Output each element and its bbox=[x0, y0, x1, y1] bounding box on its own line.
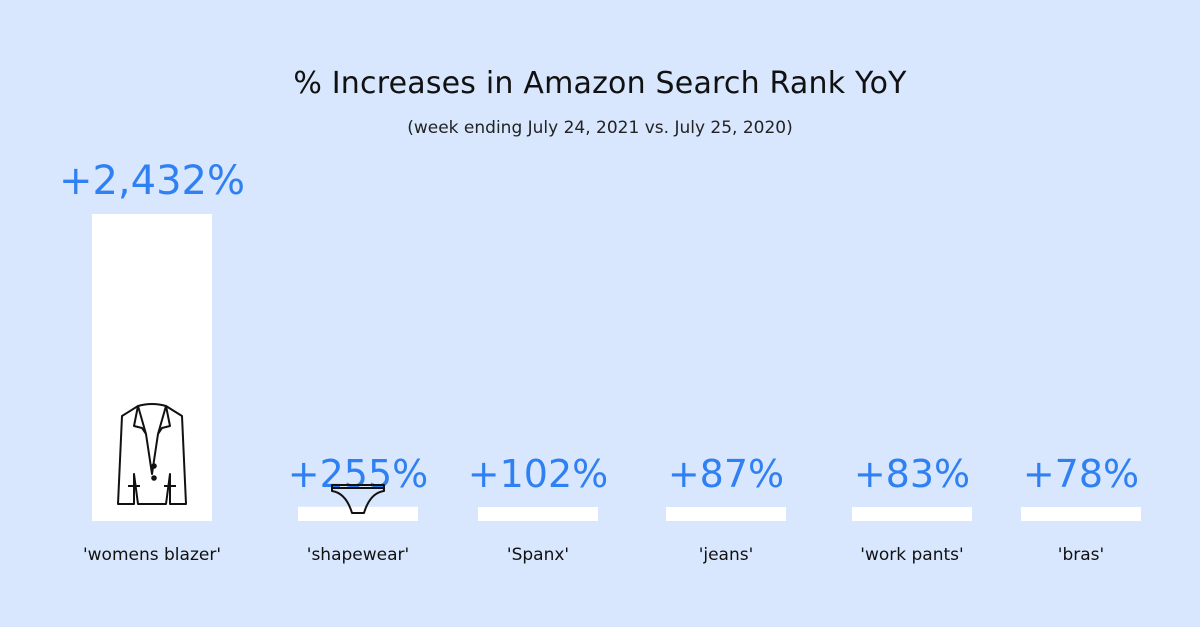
blazer-icon bbox=[117, 403, 187, 505]
category-label-2: 'Spanx' bbox=[507, 545, 569, 565]
category-label-1: 'shapewear' bbox=[307, 545, 409, 565]
value-label-2: +102% bbox=[468, 452, 608, 496]
shapewear-icon bbox=[331, 484, 385, 514]
bar-3 bbox=[666, 507, 786, 521]
bar-5 bbox=[1021, 507, 1141, 521]
category-label-3: 'jeans' bbox=[699, 545, 754, 565]
value-label-3: +87% bbox=[668, 452, 784, 496]
chart-title: % Increases in Amazon Search Rank YoY bbox=[293, 66, 907, 101]
category-label-4: 'work pants' bbox=[860, 545, 963, 565]
value-label-1: +255% bbox=[288, 452, 428, 496]
value-label-0: +2,432% bbox=[59, 158, 245, 204]
chart-subtitle: (week ending July 24, 2021 vs. July 25, … bbox=[407, 118, 793, 138]
bar-4 bbox=[852, 507, 972, 521]
value-label-5: +78% bbox=[1023, 452, 1139, 496]
bar-2 bbox=[478, 507, 598, 521]
category-label-0: 'womens blazer' bbox=[83, 545, 221, 565]
value-label-4: +83% bbox=[854, 452, 970, 496]
category-label-5: 'bras' bbox=[1058, 545, 1104, 565]
